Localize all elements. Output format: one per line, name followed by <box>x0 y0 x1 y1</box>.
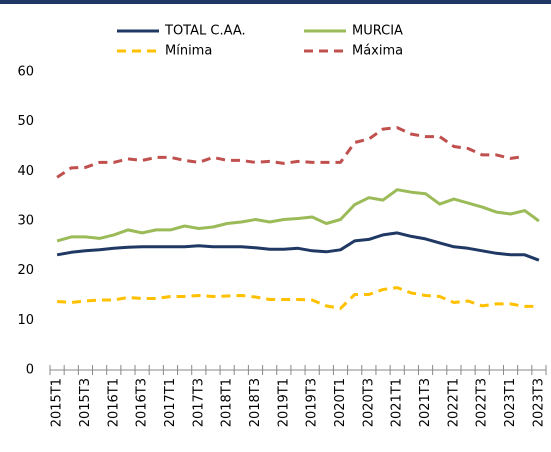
legend-label: TOTAL C.AA. <box>164 24 246 39</box>
x-tick-label: 2023T1 <box>503 378 518 427</box>
series-line <box>56 286 539 310</box>
x-tick-label: 2016T3 <box>135 378 150 427</box>
x-tick-label: 2015T1 <box>50 378 65 427</box>
x-tick-label: 2015T3 <box>78 378 93 427</box>
y-tick-label: 40 <box>17 164 34 179</box>
x-tick-label: 2016T1 <box>106 378 121 427</box>
x-tick-label: 2022T3 <box>475 378 490 427</box>
x-tick-label: 2023T3 <box>531 378 546 427</box>
x-tick-label: 2020T1 <box>333 378 348 427</box>
x-tick-label: 2018T3 <box>248 378 263 427</box>
y-tick-label: 20 <box>17 263 34 278</box>
x-tick-label: 2021T1 <box>390 378 405 427</box>
x-tick-label: 2019T1 <box>276 378 291 427</box>
x-tick-label: 2020T3 <box>361 378 376 427</box>
y-tick-label: 60 <box>17 65 34 80</box>
x-tick-label: 2017T1 <box>163 378 178 427</box>
x-tick-label: 2022T1 <box>446 378 461 427</box>
y-tick-label: 0 <box>26 363 34 378</box>
y-tick-label: 30 <box>17 214 34 229</box>
series-line <box>56 188 540 243</box>
y-tick-label: 10 <box>17 313 34 328</box>
x-tick-label: 2021T3 <box>418 378 433 427</box>
series-line <box>56 126 525 179</box>
legend-label: MURCIA <box>352 24 403 39</box>
legend-label: Mínima <box>165 44 212 59</box>
top-band <box>0 0 551 4</box>
x-tick-label: 2018T1 <box>220 378 235 427</box>
x-tick-label: 2017T3 <box>191 378 206 427</box>
legend-label: Máxima <box>352 44 403 59</box>
x-tick-label: 2019T3 <box>305 378 320 427</box>
series-line <box>56 231 540 262</box>
y-tick-label: 50 <box>17 114 34 129</box>
